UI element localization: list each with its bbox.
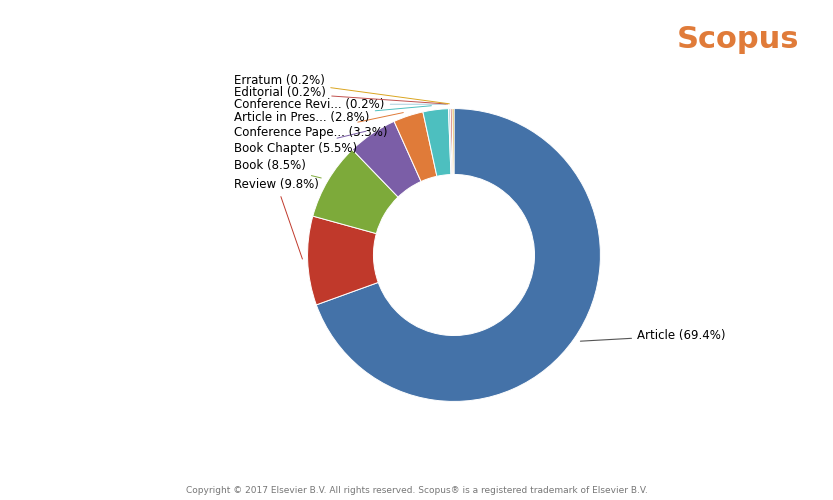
Wedge shape <box>394 112 436 182</box>
Wedge shape <box>307 216 378 305</box>
Text: Copyright © 2017 Elsevier B.V. All rights reserved. Scopus® is a registered trad: Copyright © 2017 Elsevier B.V. All right… <box>186 486 647 495</box>
Wedge shape <box>452 108 454 174</box>
Wedge shape <box>423 108 451 176</box>
Wedge shape <box>448 108 452 174</box>
Wedge shape <box>317 108 601 402</box>
Text: Conference Revi... (0.2%): Conference Revi... (0.2%) <box>234 98 446 110</box>
Text: Editorial (0.2%): Editorial (0.2%) <box>234 86 447 104</box>
Text: Review (9.8%): Review (9.8%) <box>234 178 319 259</box>
Wedge shape <box>352 122 421 197</box>
Wedge shape <box>313 150 398 234</box>
Text: Scopus: Scopus <box>677 25 800 54</box>
Text: Book (8.5%): Book (8.5%) <box>234 159 322 178</box>
Text: Book Chapter (5.5%): Book Chapter (5.5%) <box>234 131 367 154</box>
Text: Article in Pres... (2.8%): Article in Pres... (2.8%) <box>234 106 431 124</box>
Text: Conference Pape... (3.3%): Conference Pape... (3.3%) <box>234 112 403 138</box>
Wedge shape <box>451 108 453 174</box>
Text: Article (69.4%): Article (69.4%) <box>581 329 726 342</box>
Text: Erratum (0.2%): Erratum (0.2%) <box>234 74 449 104</box>
